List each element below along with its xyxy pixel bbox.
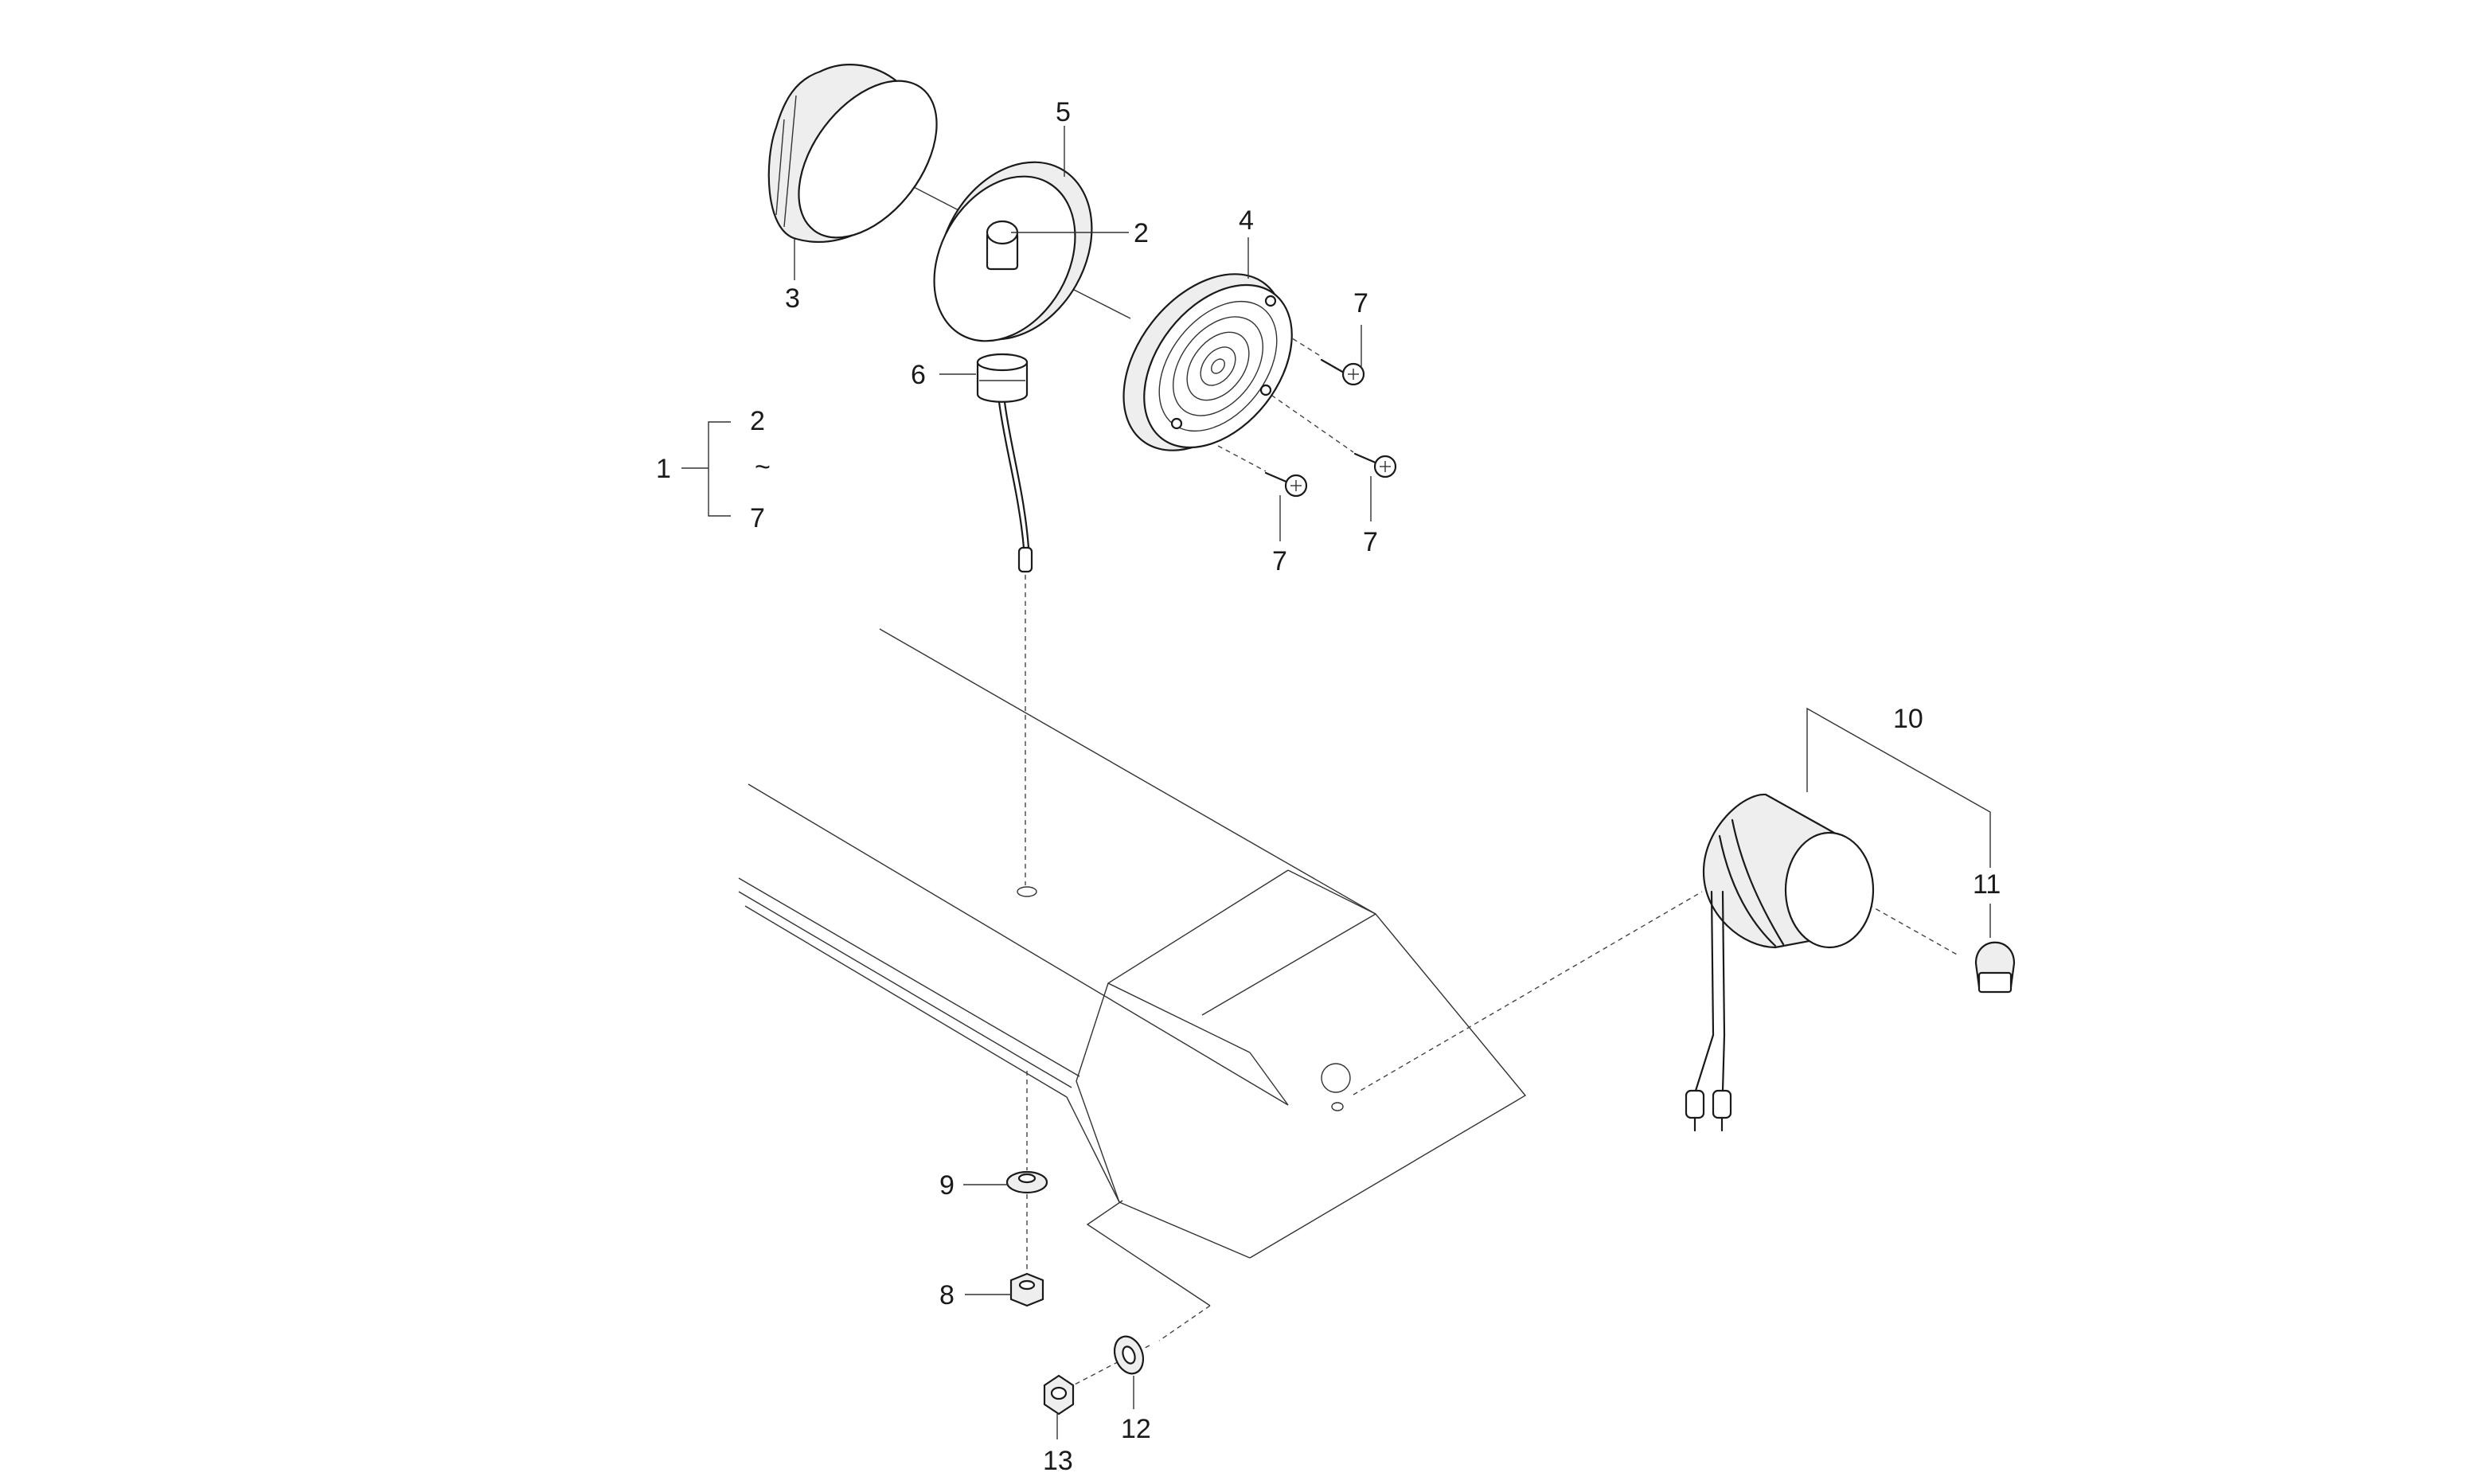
callout-4: 4 [1239,205,1254,236]
callout-7-range: 7 [750,503,765,533]
callout-10: 10 [1893,704,1923,734]
range-symbol: ~ [755,452,771,482]
fender-body [738,628,1527,1306]
callout-8: 8 [939,1280,955,1310]
callout-2-bulb: 2 [1134,218,1149,248]
bulb-11 [1974,941,2016,994]
callout-2-range: 2 [750,406,765,436]
callout-7-screw-right: 7 [1363,527,1378,557]
callout-11: 11 [1973,869,2001,900]
callout-7-screw-top: 7 [1353,288,1368,318]
lamp-housing [933,161,1093,573]
callout-12: 12 [1121,1414,1151,1444]
callout-1: 1 [656,454,671,484]
screw-3 [1264,471,1308,498]
screw-1 [1320,358,1365,386]
callout-5: 5 [1056,97,1071,127]
side-lamp-10 [1685,793,1875,1132]
callout-13: 13 [1043,1446,1073,1476]
nut-13 [1043,1374,1075,1416]
lens [1122,273,1293,451]
callout-7-screw-left: 7 [1272,546,1287,576]
callouts: 1 2 2 3 4 5 6 7 7 7 7 8 9 10 11 12 13 ~ [656,97,2001,1476]
nut-8 [1009,1272,1044,1307]
washer-9 [1005,1170,1048,1194]
leader-lines [681,126,1991,1439]
washer-12 [1113,1335,1145,1375]
assembly-lines [859,158,1959,1386]
lens-cap [767,64,938,243]
callout-9: 9 [939,1170,955,1201]
callout-6: 6 [911,360,926,390]
callout-3: 3 [785,283,800,314]
screw-2 [1353,452,1397,478]
